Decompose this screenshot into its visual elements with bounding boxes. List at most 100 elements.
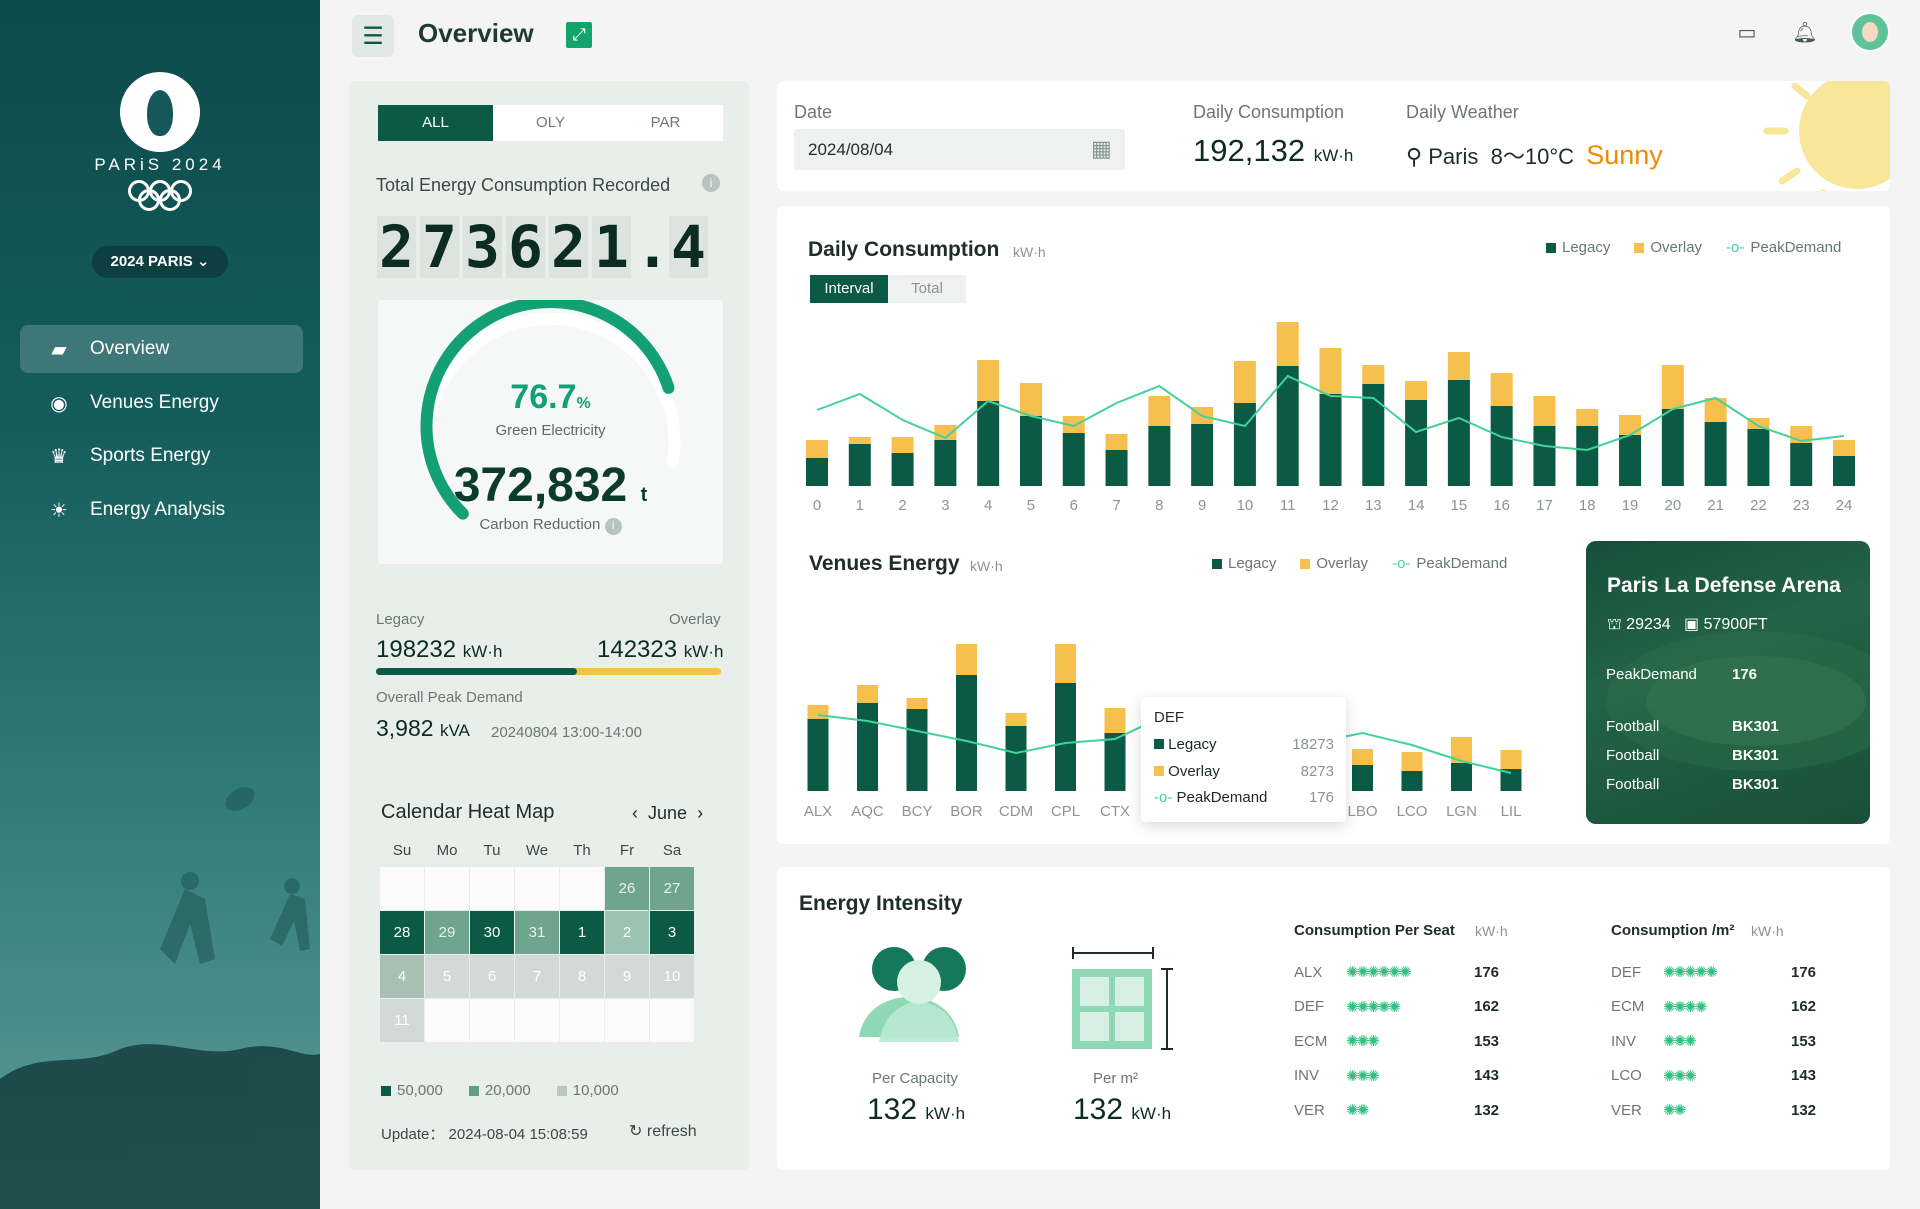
- overlay-bar[interactable]: [977, 360, 1000, 401]
- overlay-bar[interactable]: [1352, 749, 1373, 765]
- legacy-bar[interactable]: [1790, 443, 1813, 486]
- bell-icon[interactable]: 🔔︎: [1792, 22, 1818, 44]
- overlay-bar[interactable]: [1833, 440, 1855, 456]
- legacy-bar[interactable]: [1661, 409, 1684, 486]
- legacy-bar[interactable]: [1105, 450, 1128, 486]
- heatmap-day[interactable]: 29: [424, 909, 470, 955]
- heatmap-day[interactable]: 30: [469, 909, 515, 955]
- sidebar-item-energy-analysis[interactable]: ☀ Energy Analysis: [20, 486, 303, 534]
- overlay-bar[interactable]: [1104, 708, 1126, 733]
- tab-interval[interactable]: Interval: [810, 275, 888, 303]
- legacy-bar[interactable]: [934, 440, 957, 486]
- tab-oly[interactable]: OLY: [536, 114, 565, 131]
- heatmap-day[interactable]: 10: [649, 953, 695, 999]
- legacy-bar[interactable]: [807, 719, 829, 791]
- overlay-bar[interactable]: [1405, 381, 1428, 400]
- legacy-bar[interactable]: [848, 444, 871, 486]
- overlay-bar[interactable]: [1401, 752, 1423, 771]
- legacy-bar[interactable]: [906, 709, 928, 791]
- legacy-bar[interactable]: [1490, 406, 1513, 486]
- legacy-bar[interactable]: [1191, 424, 1214, 486]
- heatmap-day[interactable]: 31: [514, 909, 560, 955]
- overlay-bar[interactable]: [1661, 365, 1684, 409]
- tab-par[interactable]: PAR: [650, 114, 681, 131]
- overlay-bar[interactable]: [1148, 396, 1171, 426]
- legacy-bar[interactable]: [1319, 394, 1342, 486]
- refresh-button[interactable]: ↻ refresh: [629, 1121, 697, 1141]
- overlay-bar[interactable]: [848, 437, 871, 444]
- overlay-bar[interactable]: [891, 437, 914, 453]
- heatmap-day[interactable]: 5: [424, 953, 470, 999]
- overlay-bar[interactable]: [1533, 396, 1556, 426]
- legacy-bar[interactable]: [1619, 435, 1642, 486]
- overlay-bar[interactable]: [1500, 750, 1522, 769]
- legacy-bar[interactable]: [1276, 366, 1299, 486]
- overlay-bar[interactable]: [1019, 383, 1042, 416]
- menu-collapse-button[interactable]: ☰: [352, 15, 394, 57]
- heatmap-day[interactable]: 9: [604, 953, 650, 999]
- sidebar-item-venues-energy[interactable]: ◉ Venues Energy: [20, 379, 303, 427]
- info-icon[interactable]: i: [604, 518, 622, 535]
- heatmap-day[interactable]: 8: [559, 953, 605, 999]
- legacy-bar[interactable]: [1148, 426, 1171, 486]
- heatmap-day[interactable]: 1: [559, 909, 605, 955]
- legacy-bar[interactable]: [806, 458, 828, 486]
- heatmap-day[interactable]: 2: [604, 909, 650, 955]
- legacy-bar[interactable]: [891, 453, 914, 486]
- heatmap-day[interactable]: 27: [649, 865, 695, 911]
- legacy-bar[interactable]: [1747, 429, 1770, 486]
- tab-total[interactable]: Total: [911, 280, 943, 297]
- legacy-bar[interactable]: [1233, 403, 1256, 486]
- legacy-bar[interactable]: [857, 703, 878, 791]
- overlay-bar[interactable]: [1319, 348, 1342, 394]
- heatmap-day[interactable]: 28: [379, 909, 425, 955]
- heatmap-day[interactable]: 7: [514, 953, 560, 999]
- legacy-bar[interactable]: [1704, 422, 1727, 486]
- avatar[interactable]: [1850, 12, 1890, 52]
- season-select[interactable]: 2024 PARIS ⌄: [92, 246, 228, 278]
- legacy-bar[interactable]: [1005, 726, 1027, 791]
- date-picker[interactable]: 2024/08/04 ▦: [794, 129, 1125, 170]
- legacy-bar[interactable]: [1533, 426, 1556, 486]
- overlay-bar[interactable]: [806, 440, 828, 458]
- sidebar-item-overview[interactable]: ▰ Overview: [20, 325, 303, 373]
- overlay-bar[interactable]: [807, 705, 829, 719]
- overlay-bar[interactable]: [1447, 352, 1470, 380]
- legacy-bar[interactable]: [1062, 433, 1085, 486]
- overlay-bar[interactable]: [1490, 373, 1513, 406]
- legacy-bar[interactable]: [1019, 416, 1042, 486]
- overlay-bar[interactable]: [1105, 434, 1128, 450]
- legacy-bar[interactable]: [1500, 769, 1522, 791]
- overlay-bar[interactable]: [906, 698, 928, 709]
- overlay-bar[interactable]: [1619, 415, 1642, 435]
- legacy-bar[interactable]: [1362, 384, 1385, 486]
- venue-detail-card[interactable]: Paris La Defense Arena ⛫ 29234 ▣ 57900FT…: [1586, 541, 1870, 824]
- overlay-bar[interactable]: [1747, 418, 1770, 429]
- overlay-bar[interactable]: [956, 644, 977, 675]
- overlay-bar[interactable]: [1005, 713, 1027, 726]
- legacy-bar[interactable]: [977, 401, 1000, 486]
- overlay-bar[interactable]: [1062, 416, 1085, 433]
- legacy-bar[interactable]: [956, 675, 977, 791]
- overlay-bar[interactable]: [1704, 398, 1727, 422]
- heatmap-day[interactable]: 11: [379, 997, 425, 1043]
- legacy-bar[interactable]: [1576, 426, 1599, 486]
- message-icon[interactable]: ▭: [1737, 22, 1757, 44]
- sidebar-item-sports-energy[interactable]: ♛ Sports Energy: [20, 432, 303, 480]
- overlay-bar[interactable]: [1362, 365, 1385, 384]
- expand-icon[interactable]: ⤢: [566, 22, 592, 48]
- legacy-bar[interactable]: [1401, 771, 1423, 791]
- heatmap-day[interactable]: 6: [469, 953, 515, 999]
- heatmap-day[interactable]: 26: [604, 865, 650, 911]
- overlay-bar[interactable]: [1233, 361, 1256, 403]
- legacy-bar[interactable]: [1104, 733, 1126, 791]
- overlay-bar[interactable]: [857, 685, 878, 703]
- overlay-bar[interactable]: [1576, 409, 1599, 426]
- overlay-bar[interactable]: [1451, 737, 1472, 763]
- overlay-bar[interactable]: [1276, 322, 1299, 366]
- heatmap-day[interactable]: 4: [379, 953, 425, 999]
- legacy-bar[interactable]: [1451, 763, 1472, 791]
- legacy-bar[interactable]: [1055, 683, 1076, 791]
- calendar-prev-icon[interactable]: ‹: [632, 803, 638, 823]
- tab-all[interactable]: ALL: [378, 105, 493, 141]
